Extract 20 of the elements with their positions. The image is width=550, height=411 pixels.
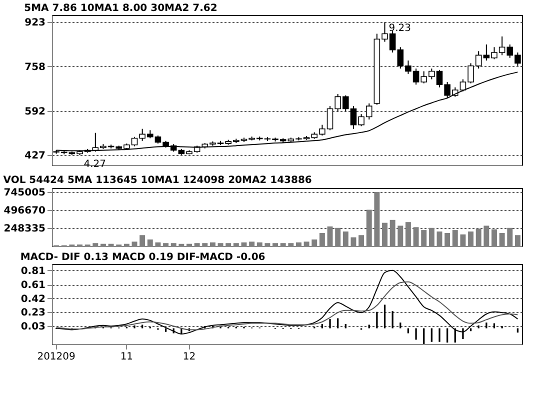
- x-tick-label: 11: [120, 352, 134, 362]
- y-tick-label: 0.61: [20, 280, 46, 292]
- y-tick-label: 0.42: [20, 294, 46, 305]
- y-tick-label: 0.03: [20, 322, 46, 333]
- y-tick-label: 0.23: [20, 307, 46, 318]
- y-tick-label: 248335: [4, 223, 46, 234]
- y-tick-label: 592: [24, 106, 46, 118]
- y-tick-label: 758: [24, 62, 46, 73]
- y-tick-label: 427: [24, 150, 46, 162]
- annotation: 4.27: [84, 159, 106, 170]
- x-tick-label: 12: [182, 352, 196, 362]
- y-tick-label: 745005: [4, 187, 46, 198]
- y-tick-label: 496670: [4, 205, 46, 216]
- chart-title: 5MA 7.86 10MA1 8.00 30MA2 7.62: [24, 3, 218, 14]
- annotation: 9.23: [388, 23, 412, 34]
- y-tick-label: 923: [24, 18, 46, 29]
- y-tick-label: 0.81: [20, 266, 46, 277]
- chart-title: VOL 54424 5MA 113645 10MA1 124098 20MA2 143886: [3, 174, 312, 186]
- chart-title: MACD- DIF 0.13 MACD 0.19 DIF-MACD -0.06: [20, 252, 266, 263]
- x-tick-label: 201209: [37, 352, 76, 362]
